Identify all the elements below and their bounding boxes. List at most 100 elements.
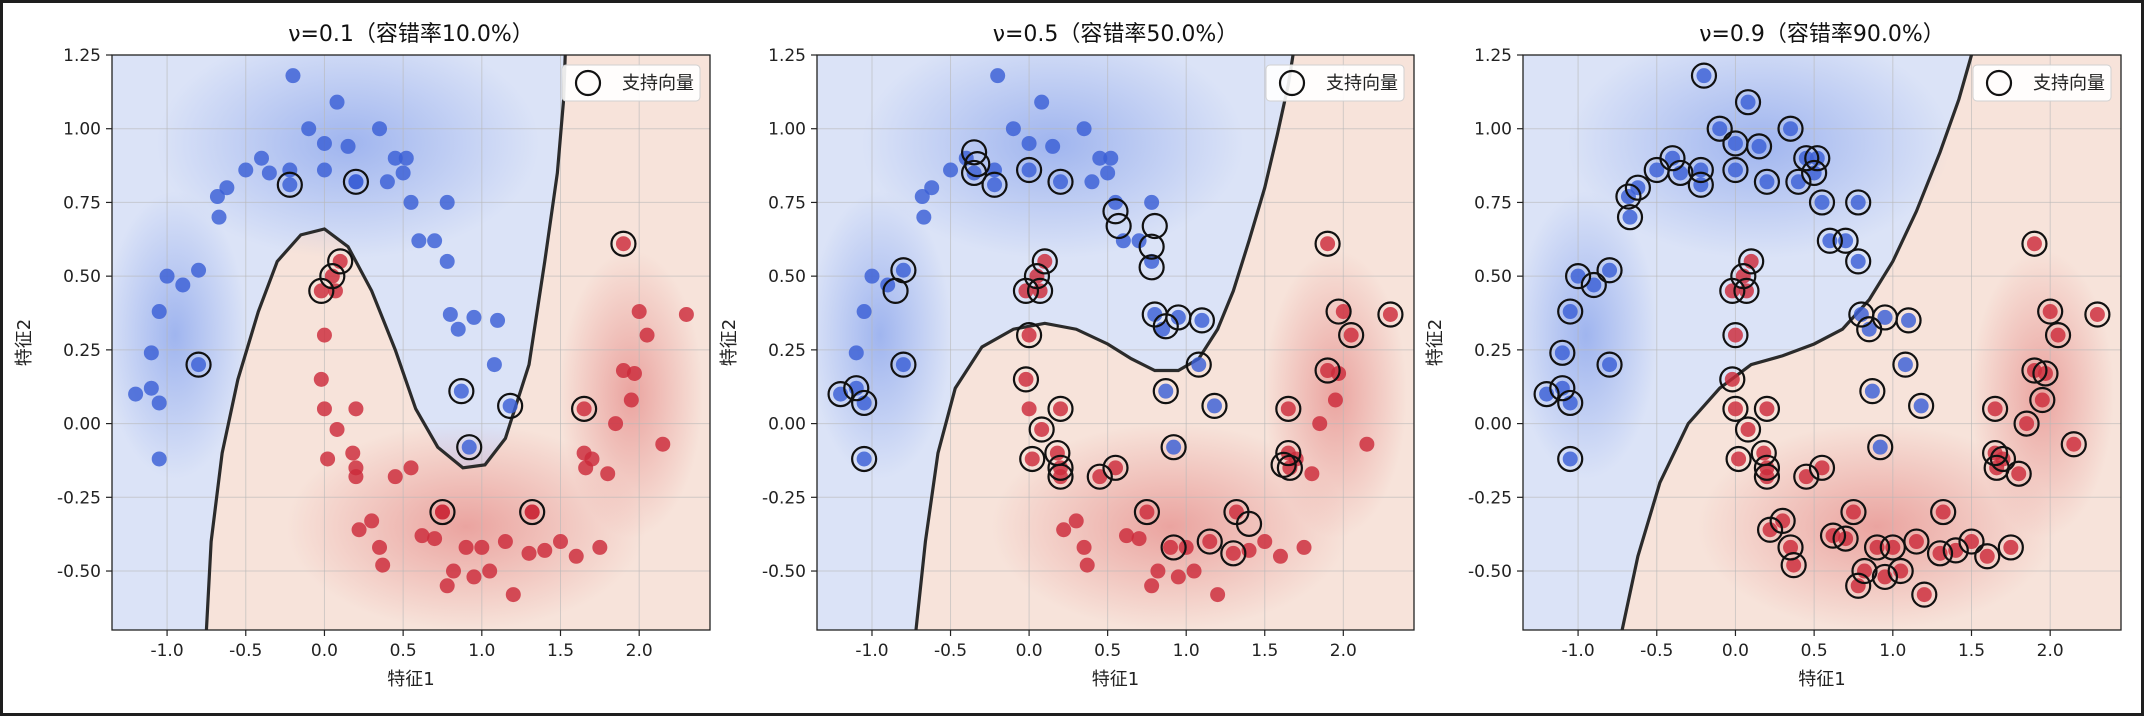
support-vector-marker [1780, 552, 1807, 579]
support-vector-marker [1549, 339, 1576, 366]
class_0-point [1021, 135, 1037, 151]
support-vector-marker [1911, 581, 1938, 608]
support-vector-marker [1596, 351, 1623, 378]
support-vector-marker [1185, 351, 1212, 378]
class_0-point [282, 162, 298, 178]
support-vector-marker [1769, 507, 1796, 534]
legend-label: 支持向量 [1326, 73, 1398, 94]
class_0-point [219, 180, 235, 196]
support-vector-marker [1832, 525, 1859, 552]
support-vector-marker [1580, 271, 1607, 299]
support-vector-marker [1706, 115, 1733, 142]
support-vector-marker [456, 434, 483, 461]
support-vector-marker [1785, 168, 1812, 195]
class_1-point [1241, 542, 1257, 558]
class_0-point [1727, 135, 1743, 151]
class_1-point [1979, 548, 1995, 564]
y-tick-label: -0.50 [762, 562, 806, 582]
class_0-point [403, 194, 419, 210]
class_0-point [895, 262, 911, 278]
support-vector-marker [1719, 366, 1746, 393]
class_0-point [316, 162, 332, 178]
class_1-point [329, 421, 345, 437]
y-tick-label: 0.75 [1474, 193, 1512, 213]
class_0-point [1034, 94, 1050, 110]
support-vector-marker [1133, 498, 1161, 526]
support-vector-marker [1958, 528, 1985, 555]
class_1-point [1727, 401, 1743, 417]
support-vector-marker [571, 395, 598, 422]
support-vector-marker [851, 389, 878, 417]
class_0-point [254, 150, 269, 166]
support-vector-marker [1557, 445, 1584, 473]
support-vector-marker [1015, 156, 1043, 184]
support-vector-marker [1028, 416, 1055, 443]
class_0-point [453, 383, 469, 399]
class_1-point [1327, 392, 1343, 408]
class_0-point [1693, 177, 1709, 193]
support-vector-marker [1892, 351, 1919, 378]
class_0-point [461, 439, 477, 455]
class_0-point [1166, 439, 1182, 455]
x-axis-label: 特征1 [387, 669, 434, 690]
x-tick-label: 1.0 [1879, 641, 1906, 661]
y-tick-label: 1.25 [1474, 46, 1512, 66]
class_1-point [639, 327, 655, 343]
class_1-point [2066, 436, 2082, 452]
support-vector-marker [1753, 168, 1781, 195]
support-vector-marker [1047, 454, 1074, 481]
support-vector-marker [448, 378, 475, 405]
class_1-point [364, 513, 380, 529]
class_0-point [282, 177, 298, 193]
class_1-point [655, 436, 671, 452]
class_1-point [1908, 534, 1924, 550]
support-vector-marker [1738, 248, 1765, 275]
class_1-point [576, 401, 592, 417]
support-vector-marker [2044, 322, 2072, 349]
class_1-point [1786, 557, 1802, 573]
support-vector-marker [327, 248, 354, 275]
support-vector-marker [1557, 298, 1584, 325]
class_1-point [1021, 327, 1037, 343]
axes-frame [1522, 54, 2122, 631]
class_1-point [1845, 504, 1861, 520]
class_1-point [1272, 548, 1288, 564]
class_1-point [316, 327, 332, 343]
class_0-point [211, 209, 227, 225]
class_1-point [553, 534, 568, 550]
class_0-point [1005, 121, 1021, 137]
class_0-point [442, 306, 458, 322]
y-tick-label: 0.75 [768, 193, 806, 213]
support-vector-marker [851, 445, 878, 473]
x-tick-label: -0.5 [229, 641, 262, 661]
class_0-point [990, 68, 1006, 84]
support-vector-marker [882, 277, 909, 304]
x-tick-label: 0.5 [1801, 641, 1828, 661]
support-vector-marker [1808, 454, 1836, 481]
support-vector-marker [2037, 298, 2064, 325]
support-vector-marker [1733, 277, 1760, 304]
class_0-point [159, 268, 175, 284]
support-vector-marker [1687, 156, 1714, 184]
support-vector-marker [1557, 389, 1584, 417]
class_1-point [631, 304, 647, 320]
support-vector-marker [1047, 168, 1074, 195]
x-tick-label: 2.0 [626, 641, 653, 661]
legend: 支持向量 [1265, 64, 1405, 102]
y-tick-label: 0.00 [63, 415, 101, 435]
class_0-point [1897, 357, 1913, 373]
support-vector-marker [1564, 263, 1592, 290]
support-vector-marker [1908, 392, 1935, 419]
class_1-point [1935, 504, 1951, 520]
class_0-point [1076, 121, 1092, 137]
support-vector-marker [1201, 392, 1228, 419]
class_1-point [1068, 513, 1084, 529]
support-vector-marker [1832, 227, 1859, 254]
class_1-point [1139, 504, 1155, 520]
class_0-point [1194, 312, 1210, 328]
y-axis-label: 特征2 [14, 319, 35, 366]
support-vector-marker [1730, 263, 1757, 290]
y-tick-label: -0.50 [1468, 562, 1512, 582]
support-vector-marker [1942, 537, 1969, 564]
chart-panel-3: -1.0 -0.5 0.0 0.5 1.0 1.5 2.0 -0.50 -0.25 0.00 0.2… [1425, 22, 2122, 690]
